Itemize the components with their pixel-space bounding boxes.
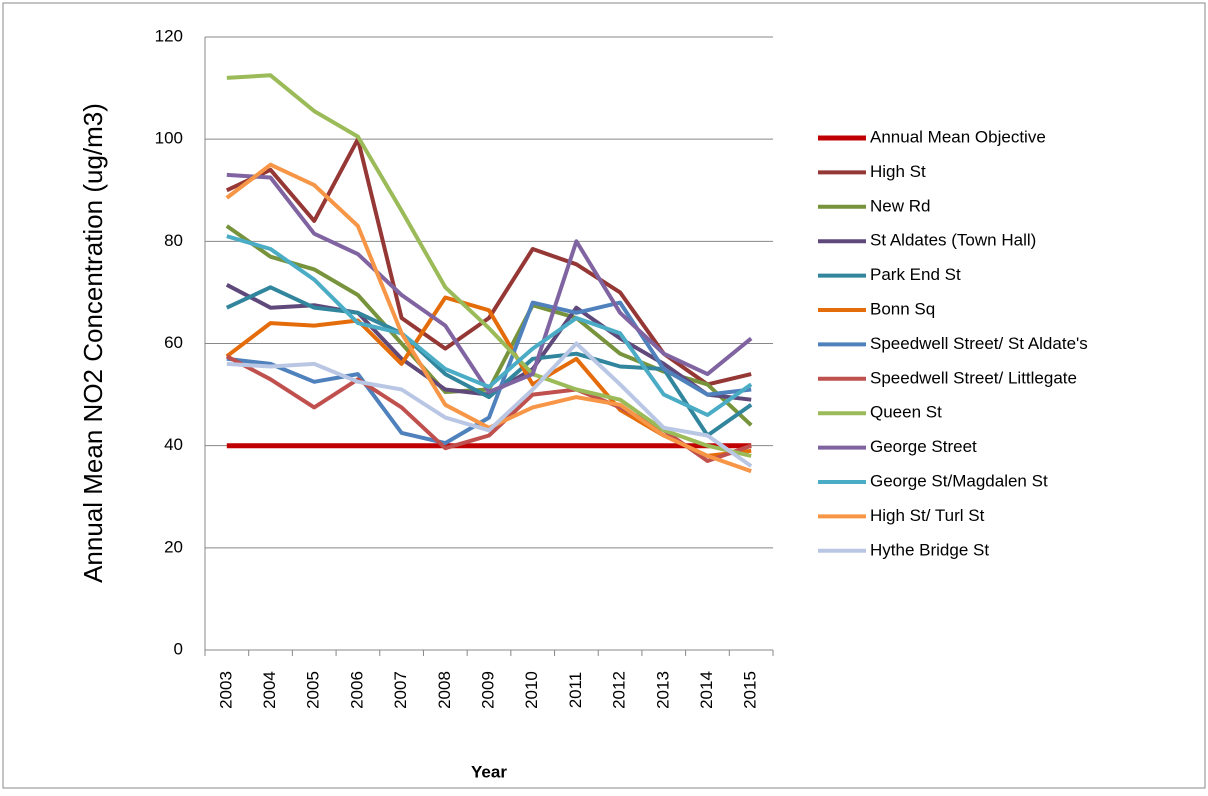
x-tick-label: 2003 <box>216 671 235 709</box>
x-tick-label: 2013 <box>653 671 672 709</box>
y-tick-label: 0 <box>174 639 183 658</box>
x-tick-label: 2015 <box>741 671 760 709</box>
series-line <box>226 172 753 394</box>
legend-label: George Street <box>870 437 977 456</box>
y-tick-label: 20 <box>164 537 183 556</box>
series-line <box>226 234 753 417</box>
x-tick-label: 2009 <box>478 671 497 709</box>
x-axis-label: Year <box>471 762 507 781</box>
series-line <box>226 341 753 468</box>
series-line <box>226 73 752 458</box>
y-tick-label: 100 <box>155 129 183 148</box>
x-tick-label: 2010 <box>522 671 541 709</box>
legend-label: Annual Mean Objective <box>870 127 1046 146</box>
legend-label: New Rd <box>870 196 930 215</box>
y-tick-label: 120 <box>155 26 183 45</box>
legend-label: George St/Magdalen St <box>870 471 1048 490</box>
x-tick-label: 2007 <box>391 671 410 709</box>
legend-label: Queen St <box>870 403 942 422</box>
y-axis-label: Annual Mean NO2 Concentration (ug/m3) <box>78 103 108 583</box>
x-tick-label: 2012 <box>610 671 629 709</box>
y-tick-label: 80 <box>164 231 183 250</box>
legend-label: St Aldates (Town Hall) <box>870 231 1036 250</box>
legend-label: High St <box>870 162 926 181</box>
legend-label: Speedwell Street/ Littlegate <box>870 368 1077 387</box>
legend-label: Speedwell Street/ St Aldate's <box>870 334 1088 353</box>
legend-label: Hythe Bridge St <box>870 540 989 559</box>
y-tick-label: 60 <box>164 333 183 352</box>
legend-label: High St/ Turl St <box>870 506 985 525</box>
legend-label: Park End St <box>870 265 961 284</box>
y-tick-label: 40 <box>164 435 183 454</box>
x-tick-label: 2006 <box>347 671 366 709</box>
x-tick-label: 2011 <box>566 672 585 709</box>
series-line <box>226 300 752 446</box>
x-tick-label: 2005 <box>304 671 323 709</box>
x-tick-label: 2014 <box>697 671 716 709</box>
legend-label: Bonn Sq <box>870 299 935 318</box>
x-tick-label: 2008 <box>435 671 454 709</box>
x-tick-label: 2004 <box>260 671 279 709</box>
